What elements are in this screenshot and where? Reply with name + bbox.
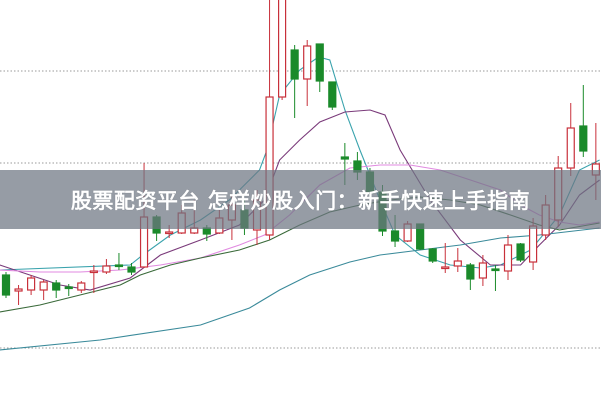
candle-body xyxy=(114,264,124,268)
candle xyxy=(27,275,36,295)
candle xyxy=(428,248,437,263)
gridlines xyxy=(0,70,601,349)
candle xyxy=(290,45,299,118)
candle-body xyxy=(441,266,450,270)
candle xyxy=(52,280,61,298)
candle-body xyxy=(453,260,462,267)
candle xyxy=(303,40,312,106)
candle xyxy=(14,285,23,305)
candle xyxy=(328,81,337,110)
candle-body xyxy=(39,281,48,291)
candle-body xyxy=(328,81,337,108)
candle-body xyxy=(52,282,61,291)
candle-body xyxy=(390,230,400,242)
candle-body xyxy=(303,45,312,80)
candle xyxy=(127,263,136,275)
ma-line-5 xyxy=(0,227,600,351)
candle-body xyxy=(315,43,324,82)
banner-title: 股票配资平台 怎样炒股入门：新手快速上手指南 xyxy=(70,188,531,213)
candle-body xyxy=(428,248,437,262)
candle-body xyxy=(14,288,23,292)
candles xyxy=(1,0,600,305)
candle-body xyxy=(102,265,111,273)
title-banner: 股票配资平台 怎样炒股入门：新手快速上手指南 xyxy=(0,170,601,229)
candle xyxy=(64,284,73,296)
candle-body xyxy=(579,125,588,152)
candle-body xyxy=(89,270,98,274)
candle xyxy=(441,243,450,273)
candle xyxy=(466,263,475,290)
candle-body xyxy=(466,264,475,280)
candle xyxy=(516,243,525,262)
ma-line-2 xyxy=(0,109,600,291)
candle xyxy=(503,235,513,280)
candle xyxy=(77,281,86,293)
candle xyxy=(566,103,575,176)
candle xyxy=(114,253,124,270)
candle xyxy=(278,0,287,100)
candle-body xyxy=(27,277,36,291)
candle-body xyxy=(165,231,174,235)
candle-body xyxy=(290,49,299,80)
candle-body xyxy=(265,96,274,236)
candle-body xyxy=(278,0,287,98)
candle xyxy=(491,265,500,291)
ma-line-1 xyxy=(0,56,600,271)
candle-body xyxy=(528,225,538,263)
candle-body xyxy=(64,286,73,290)
candle-body xyxy=(1,274,11,296)
candle-body xyxy=(77,282,86,291)
candle xyxy=(89,265,98,293)
candle-body xyxy=(491,268,500,272)
candle xyxy=(102,259,111,274)
candle-body xyxy=(566,127,575,169)
candle xyxy=(1,272,11,298)
candle xyxy=(315,43,324,92)
candle xyxy=(478,255,487,286)
candle xyxy=(453,248,462,272)
candle xyxy=(579,85,588,157)
candle-body xyxy=(340,156,349,160)
candle-body xyxy=(478,262,487,279)
candle-body xyxy=(127,266,136,273)
candle-body xyxy=(503,244,513,272)
candle xyxy=(39,280,48,300)
candle-body xyxy=(516,243,525,261)
